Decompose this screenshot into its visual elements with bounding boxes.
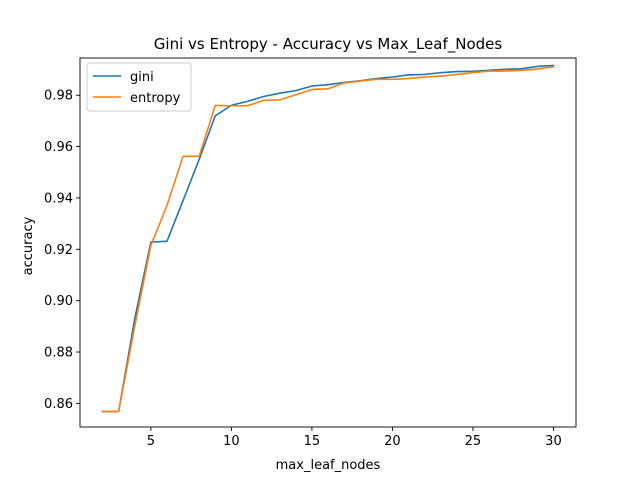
- axes-layer: 5 10 15 20 25 30 0.86 0.88 0.90 0.92 0.94 0.96 0.98: [44, 57, 577, 449]
- y-tick-label: 0.96: [44, 140, 73, 155]
- legend-label-gini: gini: [130, 70, 154, 85]
- y-axis-label: accuracy: [21, 216, 36, 275]
- legend: gini entropy: [86, 62, 192, 112]
- series-line-entropy: [101, 65, 555, 413]
- x-tick-label: 25: [465, 434, 482, 449]
- x-axis-label: max_leaf_nodes: [276, 458, 381, 473]
- y-tick-label: 0.92: [44, 243, 73, 258]
- x-tick-label: 20: [384, 434, 401, 449]
- y-tick-label: 0.88: [44, 346, 73, 361]
- x-tick-label: 15: [304, 434, 321, 449]
- y-tick-label: 0.90: [44, 294, 73, 309]
- y-tick-label: 0.98: [44, 89, 73, 104]
- chart-title: Gini vs Entropy - Accuracy vs Max_Leaf_N…: [154, 35, 503, 54]
- x-tick-label: 10: [223, 434, 240, 449]
- legend-frame: [86, 62, 192, 112]
- x-tick-label: 5: [147, 434, 155, 449]
- y-tick-label: 0.94: [44, 191, 73, 206]
- x-tick-label: 30: [545, 434, 562, 449]
- legend-label-entropy: entropy: [130, 91, 181, 106]
- y-tick-label: 0.86: [44, 397, 73, 412]
- plot-frame: [79, 57, 577, 428]
- series-layer: [101, 64, 555, 413]
- series-line-gini: [101, 64, 555, 413]
